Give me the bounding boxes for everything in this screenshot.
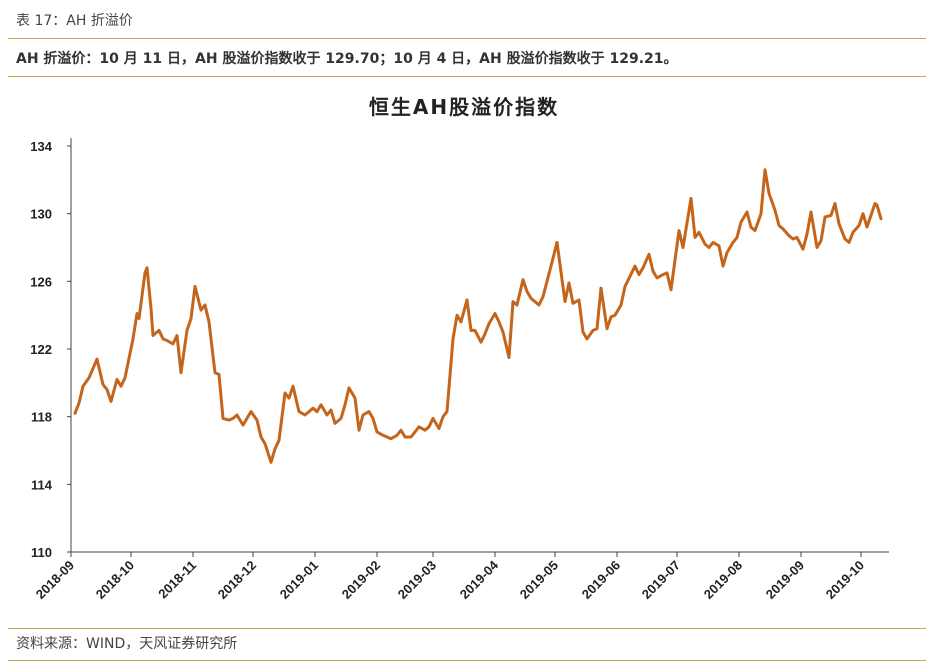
y-tick-label: 118: [31, 410, 52, 425]
x-tick-label: 2018-12: [215, 558, 259, 602]
x-tick-label: 2018-09: [33, 558, 77, 602]
y-axis: 110 114 118 122 126 130 134: [30, 138, 72, 560]
x-tick-label: 2019-01: [277, 558, 321, 602]
y-tick-label: 114: [31, 477, 53, 492]
x-tick-label: 2018-11: [155, 558, 199, 602]
x-axis: 2018-09 2018-10 2018-11 2018-12 2019-01 2019-…: [33, 551, 889, 602]
x-tick-label: 2019-04: [457, 557, 502, 602]
table-caption: 表 17：AH 折溢价: [16, 13, 133, 29]
plot-area: [73, 168, 883, 464]
x-tick-label: 2019-10: [823, 558, 867, 602]
chart-title: 恒生AH股溢价指数: [369, 95, 559, 119]
x-tick-label: 2019-09: [763, 558, 807, 602]
bottom-divider: [8, 628, 926, 629]
y-tick-label: 110: [31, 545, 52, 560]
y-tick-label: 126: [30, 274, 52, 289]
x-tick-label: 2018-10: [93, 558, 137, 602]
x-tick-label: 2019-08: [701, 558, 745, 602]
series-line: [73, 168, 883, 464]
summary-text: AH 折溢价：10 月 11 日，AH 股溢价指数收于 129.70；10 月 …: [16, 51, 678, 67]
top-divider: [8, 38, 926, 39]
source-note: 资料来源：WIND，天风证券研究所: [16, 636, 238, 652]
y-tick-label: 130: [30, 207, 52, 222]
footer-divider: [8, 660, 926, 661]
y-tick-label: 122: [30, 342, 52, 357]
x-tick-label: 2019-07: [639, 558, 683, 602]
x-tick-label: 2019-03: [395, 558, 439, 602]
x-tick-label: 2019-06: [579, 558, 623, 602]
x-tick-label: 2019-05: [517, 558, 561, 602]
summary-divider: [8, 76, 926, 77]
x-tick-label: 2019-02: [339, 558, 383, 602]
y-tick-label: 134: [30, 139, 52, 154]
